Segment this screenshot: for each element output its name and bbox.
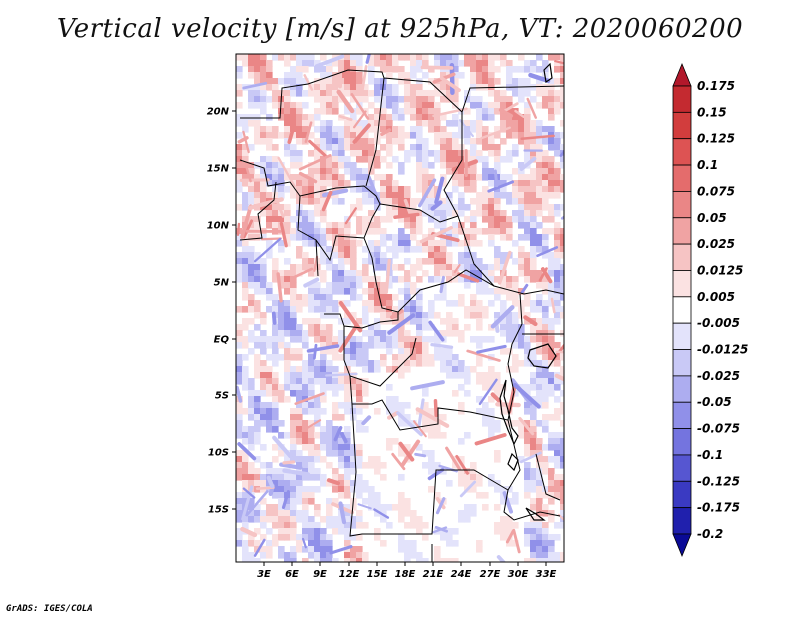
colorbar-label: 0.025 xyxy=(697,237,735,251)
colorbar-label: 0.075 xyxy=(697,184,735,198)
border-line xyxy=(239,159,381,239)
colorbar-swatch xyxy=(672,217,692,245)
border-line xyxy=(297,195,365,262)
colorbar-swatch xyxy=(672,349,692,377)
lake-outline xyxy=(543,62,553,84)
border-line xyxy=(349,403,521,537)
latitude-labels: 20N 15N 10N 5N EQ 5S 10S 15S xyxy=(207,107,236,516)
colorbar-label: -0.025 xyxy=(697,369,740,383)
lat-label: 5N xyxy=(214,278,230,289)
colorbar-top-arrow xyxy=(672,62,692,87)
border-line xyxy=(507,293,523,421)
colorbar-label: -0.1 xyxy=(697,448,723,462)
vertical-velocity-field xyxy=(236,54,564,562)
colorbar-swatch xyxy=(672,428,692,456)
colorbar-swatch xyxy=(672,296,692,324)
lon-label: 9E xyxy=(313,569,327,580)
lat-label: 15S xyxy=(208,505,229,516)
lat-label: EQ xyxy=(214,335,230,346)
lon-label: 24E xyxy=(451,569,472,580)
border-line xyxy=(315,239,319,277)
lon-label: 33E xyxy=(536,569,557,580)
colorbar-label: -0.2 xyxy=(697,527,723,541)
border-line xyxy=(343,326,417,387)
colorbar-label: 0.15 xyxy=(697,105,727,119)
border-line xyxy=(461,85,564,113)
colorbar-label: 0.0125 xyxy=(697,263,743,277)
colorbar-swatch xyxy=(672,507,692,535)
colorbar-swatch xyxy=(672,454,692,482)
colorbar-label: 0.1 xyxy=(697,158,718,172)
lat-label: 10S xyxy=(208,448,229,459)
colorbar-swatch xyxy=(672,322,692,350)
country-borders xyxy=(239,69,564,562)
border-line xyxy=(239,181,277,241)
lat-label: 20N xyxy=(207,107,230,118)
map-frame xyxy=(235,53,565,563)
colorbar-label: -0.075 xyxy=(697,422,740,436)
colorbar: 0.175 0.15 0.125 0.1 0.075 0.05 0.025 0.0125 0.0… xyxy=(672,62,748,558)
border-line xyxy=(457,215,495,287)
colorbar-label: -0.005 xyxy=(697,316,740,330)
colorbar-label: -0.175 xyxy=(697,501,740,515)
colorbar-swatch xyxy=(672,480,692,509)
colorbar-swatch xyxy=(672,270,692,298)
lake-outline xyxy=(525,507,546,521)
lake-outlines xyxy=(499,62,557,521)
lake-outline xyxy=(527,343,557,369)
lon-label: 6E xyxy=(285,569,299,580)
colorbar-swatch xyxy=(672,111,692,140)
colorbar-swatch xyxy=(672,375,692,403)
lon-label: 27E xyxy=(480,569,501,580)
colorbar-bottom-arrow xyxy=(672,533,692,558)
colorbar-label: -0.0125 xyxy=(697,343,748,357)
lon-label: 3E xyxy=(257,569,271,580)
border-line xyxy=(503,489,561,521)
border-line xyxy=(365,77,385,187)
lat-label: 10N xyxy=(207,221,230,232)
lake-outline xyxy=(499,379,519,446)
colorbar-swatch xyxy=(672,85,692,113)
map-title: Vertical velocity [m/s] at 925hPa, VT: 2… xyxy=(56,14,744,44)
grads-credit: GrADS: IGES/COLA xyxy=(6,604,93,614)
border-line xyxy=(535,453,561,501)
lon-label: 18E xyxy=(395,569,416,580)
colorbar-swatch xyxy=(672,138,692,166)
border-line xyxy=(240,69,463,217)
colorbar-label: -0.05 xyxy=(697,395,732,409)
border-line xyxy=(379,203,459,223)
lon-label: 15E xyxy=(367,569,388,580)
lat-label: 15N xyxy=(207,164,230,175)
lon-label: 21E xyxy=(423,569,444,580)
colorbar-swatch xyxy=(672,164,692,192)
lon-label: 12E xyxy=(339,569,360,580)
colorbar-label: 0.175 xyxy=(697,79,735,93)
colorbar-label: -0.125 xyxy=(697,474,740,488)
colorbar-label: 0.005 xyxy=(697,290,735,304)
colorbar-swatch xyxy=(672,243,692,271)
colorbar-swatch xyxy=(672,401,692,429)
border-line xyxy=(349,375,471,431)
longitude-labels: 3E 6E 9E 12E 15E 18E 21E 24E 27E 30E 33E xyxy=(257,562,557,580)
colorbar-label: 0.125 xyxy=(697,132,735,146)
colorbar-swatch xyxy=(672,191,692,219)
border-line xyxy=(324,312,399,329)
lon-label: 30E xyxy=(508,569,529,580)
border-line xyxy=(363,237,564,313)
lat-label: 5S xyxy=(215,391,229,402)
lake-outline xyxy=(507,452,519,472)
colorbar-label: 0.05 xyxy=(697,211,727,225)
